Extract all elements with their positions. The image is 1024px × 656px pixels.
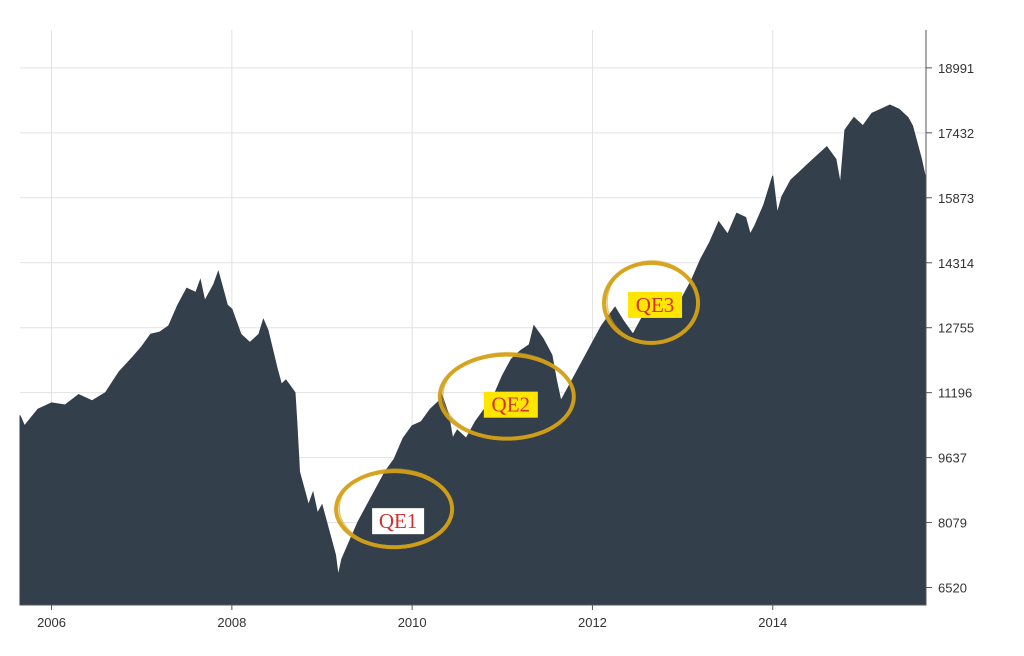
y-tick-label: 18991: [938, 61, 974, 76]
annotation-label-bg: [372, 508, 425, 535]
y-tick-label: 12755: [938, 321, 974, 336]
y-tick-label: 11196: [938, 386, 972, 401]
y-tick-label: 6520: [938, 581, 967, 596]
annotation-label-bg: [483, 391, 538, 418]
y-tick-label: 9637: [938, 451, 967, 466]
y-tick-label: 17432: [938, 126, 974, 141]
x-tick-label: 2014: [758, 615, 787, 630]
y-tick-label: 14314: [938, 256, 974, 271]
axis-layer: 2006 2008 2010 2012 2014 6520 8079 9637 11196 127…: [20, 30, 974, 630]
annotation-label: QE3: [636, 293, 675, 317]
y-tick-label: 15873: [938, 191, 974, 206]
annotation-label: QE1: [379, 509, 418, 533]
annotation-label: QE2: [492, 393, 531, 417]
x-tick-label: 2012: [578, 615, 607, 630]
annotation-ring-stroke: [442, 351, 574, 440]
annotation-label-bg: [628, 291, 683, 318]
annotation-ring-stroke: [606, 260, 698, 344]
x-tick-label: 2006: [37, 615, 66, 630]
y-tick-label: 8079: [938, 516, 967, 531]
annotation-layer: QE1 QE2 QE3: [334, 260, 701, 550]
x-tick-label: 2008: [217, 615, 246, 630]
x-tick-label: 2010: [398, 615, 427, 630]
annotation-ring-stroke: [338, 468, 452, 548]
